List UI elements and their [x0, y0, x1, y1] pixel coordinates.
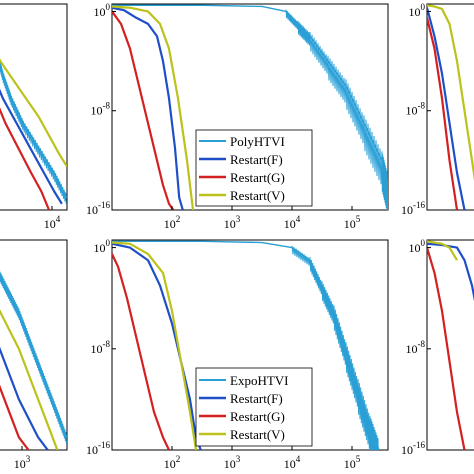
legend-label-restart-v: Restart(V) — [230, 427, 285, 442]
y-tick-label: 10-16 — [86, 440, 110, 457]
series-line-series-3 — [0, 58, 67, 168]
legend-label-restart-g: Restart(G) — [230, 170, 285, 185]
x-tick-label: 105 — [344, 214, 361, 231]
y-tick-label: 100 — [409, 2, 426, 19]
series-line-restart-g- — [112, 253, 170, 450]
panel-frame-top-left — [0, 3, 68, 211]
series-line-restart-g- — [112, 10, 175, 210]
y-tick-label: 100 — [94, 2, 111, 19]
legend-top-middle: PolyHTVI Restart(F) Restart(G) Restart(V… — [195, 129, 313, 207]
legend-label-restart-v: Restart(V) — [230, 188, 285, 203]
series-line-series-0 — [427, 7, 466, 210]
x-tick-label: 104 — [284, 214, 301, 231]
panel-series-group — [112, 4, 388, 210]
y-tick-label: 10-16 — [401, 200, 425, 217]
legend-label-restart-f: Restart(F) — [230, 152, 283, 167]
legend-bottom-middle: ExpoHTVI Restart(F) Restart(G) Restart(V… — [195, 367, 313, 447]
legend-label-restart-g: Restart(G) — [230, 409, 285, 424]
legend-label-expohtvi: ExpoHTVI — [230, 373, 289, 388]
x-tick-label: 105 — [344, 454, 361, 471]
series-oscillation-band — [291, 245, 379, 450]
series-line-series-3 — [0, 309, 59, 450]
panel-frame-bottom-right — [426, 239, 474, 451]
panel-series-group — [0, 58, 67, 210]
panel-frame-top-middle — [111, 3, 389, 211]
series-line-series-2 — [0, 107, 51, 210]
series-line-series-1 — [427, 247, 466, 450]
series-oscillation-band — [0, 270, 67, 444]
series-oscillation-band — [0, 60, 67, 205]
series-line-restart-f- — [112, 242, 202, 450]
legend-box — [195, 129, 313, 207]
legend-label-restart-f: Restart(F) — [230, 391, 283, 406]
series-line-restart-f- — [112, 6, 184, 210]
y-tick-label: 10-8 — [406, 101, 426, 118]
series-line-series-1 — [0, 88, 63, 205]
y-tick-label: 10-8 — [91, 339, 111, 356]
x-tick-label: 104 — [44, 214, 61, 231]
series-line-series-2 — [427, 4, 474, 181]
y-tick-label: 10-8 — [91, 101, 111, 118]
x-tick-label: 104 — [284, 454, 301, 471]
series-line-series-1 — [0, 346, 49, 450]
series-line-series-2 — [0, 384, 30, 450]
y-tick-label: 10-8 — [406, 339, 426, 356]
series-line-restart-v- — [112, 5, 195, 210]
x-tick-label: 102 — [164, 214, 181, 231]
y-tick-label: 100 — [94, 238, 111, 255]
panel-frame-bottom-middle — [111, 239, 389, 451]
legend-label-polyhtvi: PolyHTVI — [230, 134, 285, 149]
series-line-restart-v- — [112, 241, 198, 450]
x-tick-label: 102 — [164, 454, 181, 471]
x-tick-label: 103 — [224, 454, 241, 471]
series-oscillation-band — [285, 9, 388, 210]
y-tick-label: 10-16 — [86, 200, 110, 217]
x-tick-label: 103 — [14, 454, 31, 471]
series-line-series-1 — [427, 17, 459, 210]
panel-series-group — [0, 270, 67, 450]
x-tick-label: 103 — [224, 214, 241, 231]
panel-series-group — [427, 240, 474, 450]
y-tick-label: 100 — [409, 238, 426, 255]
series-line-series-2 — [427, 240, 458, 261]
y-tick-label: 10-16 — [401, 440, 425, 457]
series-layer — [0, 4, 474, 450]
panel-series-group — [427, 4, 474, 210]
series-line-series-0 — [427, 242, 474, 302]
panel-series-group — [112, 240, 380, 450]
